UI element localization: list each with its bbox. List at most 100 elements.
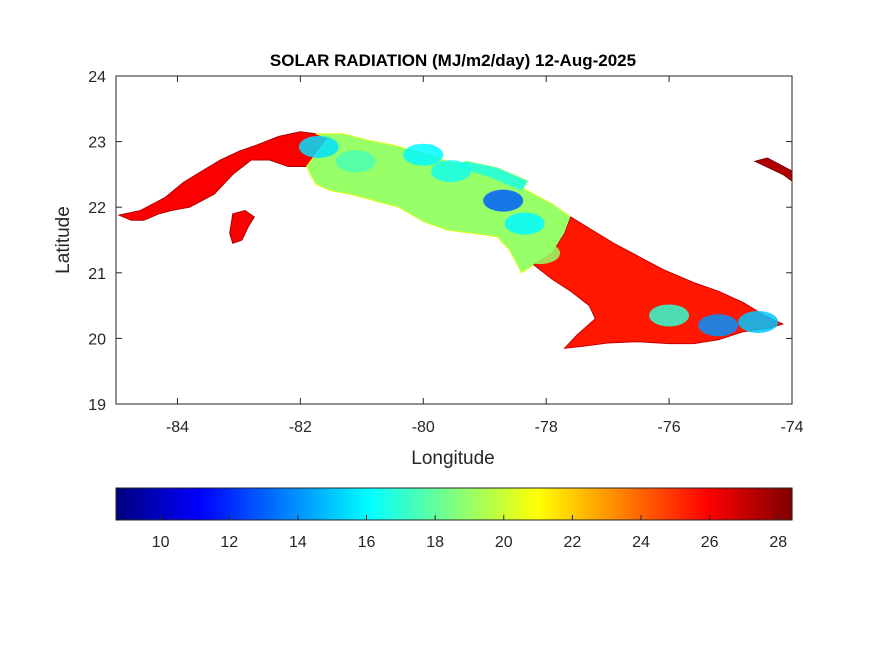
colorbar-tick-label: 12 xyxy=(220,534,238,551)
colorbar-segment xyxy=(355,488,359,520)
colorbar-segment xyxy=(487,488,492,520)
colorbar-segment xyxy=(465,488,469,520)
colorbar-segment xyxy=(386,488,390,520)
colorbar-segment xyxy=(713,488,717,520)
colorbar-segment xyxy=(183,488,188,520)
colorbar-segment xyxy=(459,488,464,520)
radiation-zone-10 xyxy=(738,311,779,333)
colorbar-segment xyxy=(155,488,159,520)
colorbar-segment xyxy=(580,488,585,520)
colorbar-tick-label: 10 xyxy=(152,534,170,551)
colorbar-segment xyxy=(428,488,433,520)
colorbar-segment xyxy=(600,488,604,520)
colorbar-segment xyxy=(175,488,179,520)
colorbar-segment xyxy=(265,488,269,520)
x-axis-label: Longitude xyxy=(411,448,494,469)
colorbar-segment xyxy=(724,488,728,520)
colorbar-segment xyxy=(563,488,568,520)
colorbar-segment xyxy=(645,488,649,520)
colorbar-segment xyxy=(423,488,427,520)
colorbar-segment xyxy=(358,488,362,520)
colorbar-segment xyxy=(783,488,787,520)
colorbar-segment xyxy=(594,488,599,520)
colorbar-segment xyxy=(710,488,714,520)
colorbar-tick-label: 24 xyxy=(632,534,650,551)
colorbar-segment xyxy=(411,488,416,520)
colorbar-segment xyxy=(121,488,126,520)
colorbar-segment xyxy=(116,488,120,520)
colorbar-segment xyxy=(254,488,258,520)
colorbar-segment xyxy=(161,488,165,520)
colorbar-segment xyxy=(377,488,382,520)
colorbar-segment xyxy=(679,488,683,520)
colorbar-segment xyxy=(597,488,602,520)
colorbar-segment xyxy=(544,488,548,520)
colorbar-segment xyxy=(293,488,297,520)
colorbar-segment xyxy=(197,488,202,520)
colorbar-segment xyxy=(527,488,531,520)
colorbar-segment xyxy=(738,488,742,520)
colorbar-segment xyxy=(772,488,776,520)
colorbar-segment xyxy=(130,488,134,520)
colorbar-segment xyxy=(608,488,613,520)
colorbar-segment xyxy=(403,488,407,520)
radiation-zone-6 xyxy=(504,212,545,235)
colorbar-segment xyxy=(696,488,700,520)
colorbar-segment xyxy=(383,488,387,520)
colorbar-segment xyxy=(704,488,709,520)
colorbar-segment xyxy=(504,488,509,520)
colorbar-segment xyxy=(682,488,686,520)
colorbar-segment xyxy=(327,488,331,520)
y-tick-label: 24 xyxy=(88,69,106,86)
colorbar-segment xyxy=(439,488,444,520)
colorbar-segment xyxy=(414,488,418,520)
colorbar-segment xyxy=(389,488,393,520)
colorbar-segment xyxy=(301,488,306,520)
x-tick-label: -82 xyxy=(289,419,312,436)
colorbar-segment xyxy=(251,488,255,520)
colorbar-segment xyxy=(752,488,756,520)
colorbar-segment xyxy=(766,488,771,520)
colorbar-segment xyxy=(282,488,286,520)
colorbar-segment xyxy=(276,488,280,520)
colorbar-segment xyxy=(732,488,737,520)
colorbar-segment xyxy=(552,488,556,520)
colorbar-segment xyxy=(482,488,486,520)
x-axis: -84 -82 -80 -78 -76 -74 xyxy=(166,76,804,436)
colorbar-segment xyxy=(507,488,511,520)
y-axis: 19 20 21 22 23 24 xyxy=(88,69,792,414)
radiation-zone-1 xyxy=(298,135,339,158)
colorbar-segment xyxy=(758,488,762,520)
colorbar-tick-label: 14 xyxy=(289,534,307,551)
colorbar-segment xyxy=(372,488,376,520)
colorbar-segment xyxy=(437,488,441,520)
colorbar-segment xyxy=(775,488,779,520)
map-layer xyxy=(117,131,792,349)
colorbar-segment xyxy=(501,488,506,520)
colorbar-segment xyxy=(287,488,292,520)
x-tick-label: -76 xyxy=(658,419,681,436)
colorbar-segment xyxy=(313,488,317,520)
colorbar-segment xyxy=(330,488,334,520)
colorbar-segment xyxy=(203,488,207,520)
x-tick-label: -78 xyxy=(535,419,558,436)
colorbar-segment xyxy=(211,488,216,520)
colorbar-segment xyxy=(208,488,213,520)
colorbar-segment xyxy=(352,488,357,520)
colorbar-segment xyxy=(192,488,196,520)
colorbar-segment xyxy=(761,488,765,520)
colorbar-segment xyxy=(217,488,221,520)
colorbar-segment xyxy=(172,488,176,520)
colorbar-segment xyxy=(299,488,303,520)
colorbar-segment xyxy=(431,488,435,520)
colorbar-frame xyxy=(115,487,793,521)
colorbar-segment xyxy=(349,488,354,520)
colorbar-segment xyxy=(549,488,554,520)
colorbar-segment xyxy=(577,488,582,520)
colorbar-segment xyxy=(456,488,461,520)
colorbar-segment xyxy=(239,488,244,520)
radiation-zone-2 xyxy=(335,150,376,173)
colorbar-segment xyxy=(780,488,785,520)
colorbar-segment xyxy=(324,488,328,520)
colorbar-segment xyxy=(290,488,295,520)
